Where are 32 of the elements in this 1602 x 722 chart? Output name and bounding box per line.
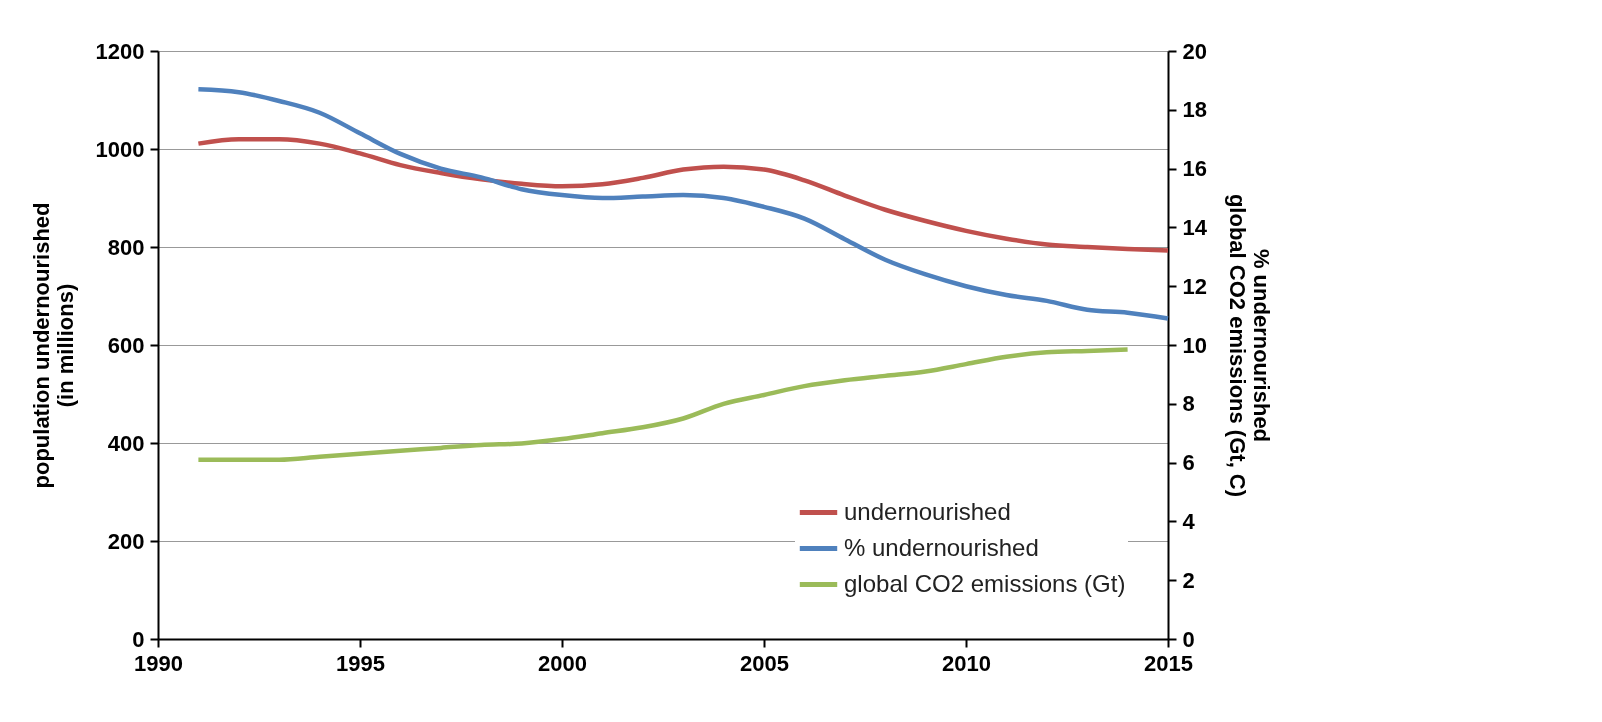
y-tick-label: 200 — [107, 528, 145, 554]
y-tick-label: 800 — [107, 234, 145, 260]
x-tick-label: 1990 — [134, 650, 183, 676]
x-tick-label: 2000 — [538, 650, 587, 676]
y2-tick-label: 6 — [1182, 450, 1195, 476]
y2-tick-label: 14 — [1182, 214, 1208, 240]
legend-label: global CO2 emissions (Gt) — [844, 569, 1126, 597]
y2-tick-label: 12 — [1182, 273, 1207, 299]
legend-label: undernourished — [844, 497, 1011, 525]
y-tick-label: 0 — [132, 626, 145, 652]
y2-tick-label: 10 — [1182, 332, 1207, 358]
line-series — [196, 136, 1171, 253]
y-tick-label: 1000 — [95, 136, 145, 162]
y2-tick-label: 18 — [1182, 97, 1207, 123]
line-series — [196, 86, 1171, 321]
y2-tick-label: 20 — [1182, 38, 1207, 64]
y2-tick-label: 8 — [1182, 391, 1195, 417]
legend-label: % undernourished — [844, 533, 1039, 561]
y2-tick-label: 0 — [1182, 626, 1195, 652]
x-tick-label: 2010 — [942, 650, 991, 676]
x-tick-label: 2005 — [740, 650, 789, 676]
y2-tick-label: 16 — [1182, 156, 1207, 182]
y-tick-label: 600 — [107, 332, 145, 358]
y-axis-title: population undernourished (in millions) — [28, 202, 78, 489]
y-tick-label: 1200 — [95, 38, 145, 64]
y-tick-label: 400 — [107, 430, 145, 456]
x-tick-label: 2015 — [1144, 650, 1193, 676]
y2-tick-label: 4 — [1182, 508, 1196, 534]
y2-axis-title: % undernourished global CO2 emissions (Gt, C) — [1224, 193, 1274, 498]
line-series — [196, 347, 1130, 462]
x-tick-label: 1995 — [336, 650, 385, 676]
y2-tick-label: 2 — [1182, 567, 1195, 593]
